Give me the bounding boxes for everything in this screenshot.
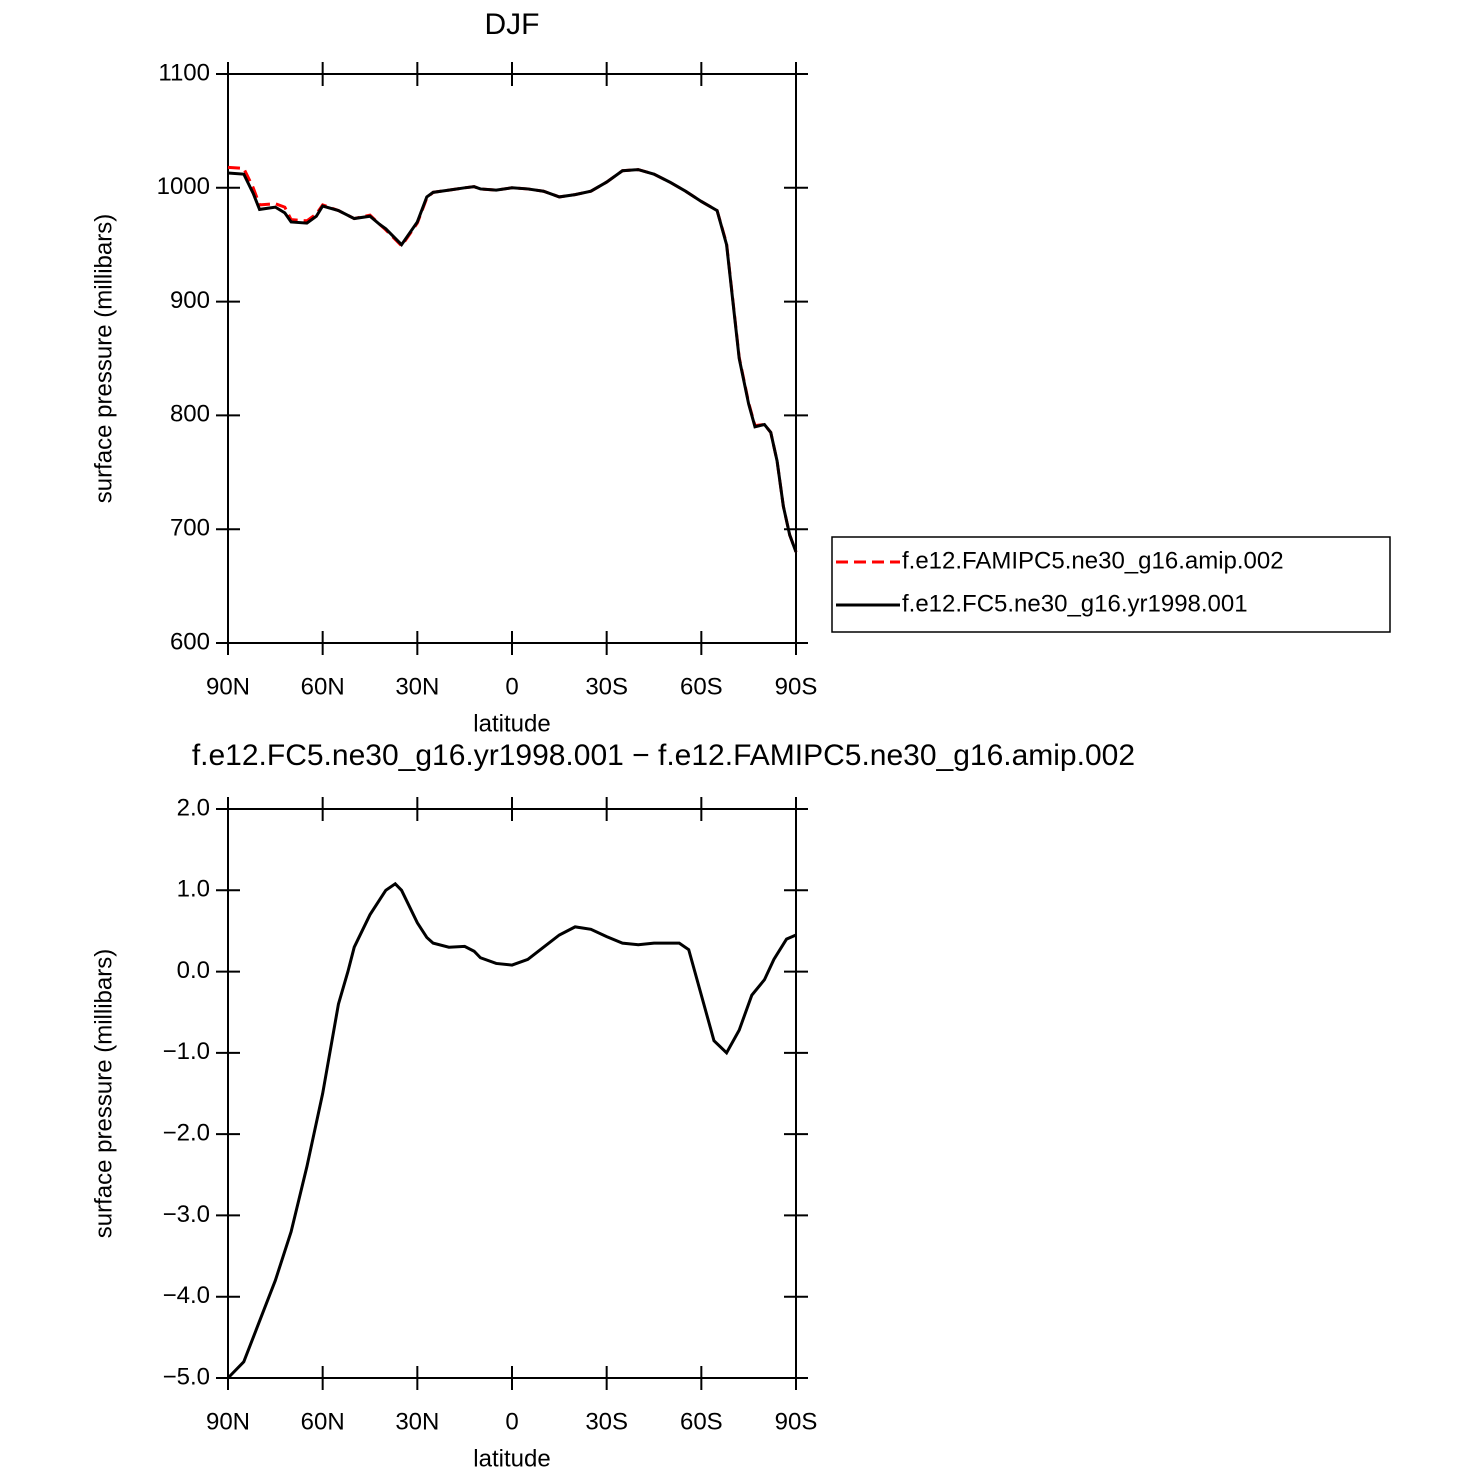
- x-tick-label: 90S: [775, 1408, 818, 1435]
- x-tick-label: 30S: [585, 673, 628, 700]
- x-tick-label: 60S: [680, 673, 723, 700]
- y-tick-label: 800: [170, 401, 210, 428]
- x-tick-label: 60N: [301, 1408, 345, 1435]
- y-tick-label: 0.0: [177, 957, 210, 984]
- x-tick-label: 90S: [775, 673, 818, 700]
- legend-box: [831, 536, 1391, 633]
- plot-frame: [227, 73, 797, 644]
- y-tick-label: 900: [170, 287, 210, 314]
- y-tick-label: 600: [170, 628, 210, 655]
- x-tick-label: 90N: [206, 1408, 250, 1435]
- legend-label: f.e12.FC5.ne30_g16.yr1998.001: [902, 590, 1248, 617]
- chart-title: f.e12.FC5.ne30_g16.yr1998.001 − f.e12.FA…: [192, 739, 1135, 772]
- x-tick-label: 30N: [395, 1408, 439, 1435]
- data-line: [226, 881, 797, 1380]
- x-tick-label: 60N: [301, 673, 345, 700]
- x-tick-label: 60S: [680, 1408, 723, 1435]
- y-tick-label: 1100: [158, 59, 210, 86]
- y-tick-label: −5.0: [163, 1363, 210, 1390]
- y-tick-label: −2.0: [163, 1119, 210, 1146]
- x-tick-label: 0: [505, 1408, 518, 1435]
- data-line: [227, 165, 798, 553]
- y-tick-label: −1.0: [163, 1038, 210, 1065]
- x-axis-label: latitude: [473, 710, 550, 737]
- x-tick-label: 30S: [585, 1408, 628, 1435]
- y-tick-label: 1.0: [177, 876, 210, 903]
- x-tick-label: 0: [505, 673, 518, 700]
- y-axis-label: surface pressure (millibars): [90, 949, 117, 1238]
- data-line: [227, 168, 798, 553]
- y-axis-label: surface pressure (millibars): [90, 214, 117, 503]
- y-tick-label: −3.0: [163, 1201, 210, 1228]
- y-tick-label: 2.0: [177, 794, 210, 821]
- legend-label: f.e12.FAMIPC5.ne30_g16.amip.002: [902, 547, 1284, 574]
- x-tick-label: 90N: [206, 673, 250, 700]
- x-tick-label: 30N: [395, 673, 439, 700]
- y-tick-label: 1000: [157, 173, 210, 200]
- plot-frame: [227, 808, 797, 1379]
- y-tick-label: −4.0: [163, 1282, 210, 1309]
- chart-title: DJF: [485, 8, 540, 41]
- x-axis-label: latitude: [473, 1445, 550, 1472]
- y-tick-label: 700: [170, 515, 210, 542]
